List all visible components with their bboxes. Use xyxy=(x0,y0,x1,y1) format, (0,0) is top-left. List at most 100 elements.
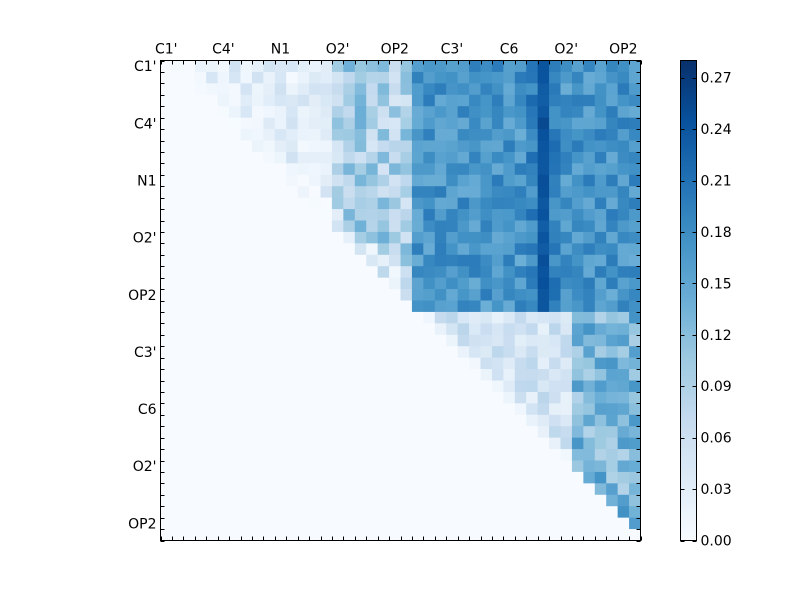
x-tick-label: C3' xyxy=(441,42,464,58)
heatmap-cell xyxy=(583,106,596,119)
heatmap-cell xyxy=(457,140,470,153)
heatmap-cell xyxy=(217,266,230,279)
heatmap-cell xyxy=(583,403,596,416)
heatmap-cell xyxy=(297,71,310,84)
heatmap-cell xyxy=(366,483,379,496)
heatmap-cell xyxy=(629,254,641,267)
heatmap-cell xyxy=(263,117,276,130)
heatmap-cell xyxy=(251,380,264,393)
heatmap-cell xyxy=(514,117,527,130)
heatmap-cell xyxy=(354,380,367,393)
heatmap-cell xyxy=(503,437,516,450)
heatmap-cells xyxy=(160,60,641,541)
heatmap-cell xyxy=(583,471,596,484)
heatmap-cell xyxy=(469,243,481,256)
heatmap-cell xyxy=(537,471,550,484)
heatmap-cell xyxy=(389,449,401,461)
heatmap-cell xyxy=(469,163,481,176)
heatmap-cell xyxy=(571,334,584,347)
heatmap-cell xyxy=(480,151,493,164)
heatmap-cell xyxy=(411,517,424,530)
heatmap-cell xyxy=(571,414,584,427)
heatmap-cell xyxy=(537,163,550,176)
heatmap-cell xyxy=(457,471,470,484)
heatmap-cell xyxy=(354,94,367,107)
heatmap-cell xyxy=(571,483,584,496)
heatmap-cell xyxy=(480,323,493,336)
heatmap-cell xyxy=(617,163,630,176)
heatmap-cell xyxy=(629,380,641,393)
heatmap-cell xyxy=(434,83,447,96)
heatmap-cell xyxy=(423,151,436,164)
heatmap-cell xyxy=(411,254,424,267)
heatmap-cell xyxy=(446,346,459,359)
heatmap-cell xyxy=(423,426,436,439)
heatmap-cell xyxy=(194,517,207,530)
heatmap-cell xyxy=(206,437,219,450)
heatmap-cell xyxy=(549,151,561,164)
heatmap-cell xyxy=(171,414,184,427)
heatmap-cell xyxy=(503,94,516,107)
heatmap-cell xyxy=(171,517,184,530)
heatmap-cell xyxy=(629,163,641,176)
heatmap-cell xyxy=(480,94,493,107)
heatmap-cell xyxy=(549,174,561,187)
heatmap-cell xyxy=(400,334,413,347)
heatmap-cell xyxy=(411,449,424,461)
heatmap-cell xyxy=(480,494,493,507)
heatmap-cell xyxy=(183,437,196,450)
heatmap-cell xyxy=(343,289,356,301)
heatmap-cell xyxy=(457,449,470,461)
heatmap-cell xyxy=(309,311,321,324)
heatmap-cell xyxy=(526,71,539,84)
heatmap-cell xyxy=(366,266,379,279)
heatmap-cell xyxy=(446,357,459,370)
heatmap-cell xyxy=(469,403,481,416)
heatmap-cell xyxy=(480,289,493,301)
heatmap-cell xyxy=(537,129,550,141)
heatmap-cell xyxy=(206,403,219,416)
heatmap-cell xyxy=(491,243,504,256)
heatmap-cell xyxy=(411,117,424,130)
heatmap-cell xyxy=(286,403,299,416)
heatmap-cell xyxy=(320,71,333,84)
heatmap-cell xyxy=(480,369,493,381)
heatmap-cell xyxy=(537,460,550,473)
heatmap-cell xyxy=(194,380,207,393)
heatmap-cell xyxy=(309,449,321,461)
heatmap-cell xyxy=(309,117,321,130)
heatmap-cell xyxy=(423,140,436,153)
heatmap-cell xyxy=(297,414,310,427)
heatmap-cell xyxy=(617,71,630,84)
heatmap-cell xyxy=(560,403,573,416)
heatmap-cell xyxy=(229,186,241,199)
heatmap-cell xyxy=(240,60,253,73)
heatmap-cell xyxy=(537,506,550,519)
heatmap-cell xyxy=(480,266,493,279)
heatmap-cell xyxy=(549,60,561,73)
heatmap-cell xyxy=(377,209,390,221)
heatmap-cell xyxy=(320,106,333,119)
heatmap-cell xyxy=(503,300,516,313)
heatmap-cell xyxy=(354,197,367,210)
heatmap-cell xyxy=(240,186,253,199)
heatmap-cell xyxy=(377,254,390,267)
heatmap-cell xyxy=(229,129,241,141)
heatmap-cell xyxy=(343,529,356,541)
heatmap-cell xyxy=(629,369,641,381)
y-tick-label: N1 xyxy=(137,174,156,190)
heatmap-cell xyxy=(240,209,253,221)
heatmap-cell xyxy=(309,391,321,404)
heatmap-cell xyxy=(514,403,527,416)
heatmap-cell xyxy=(183,266,196,279)
heatmap-cell xyxy=(606,231,619,244)
heatmap-cell xyxy=(240,151,253,164)
heatmap-cell xyxy=(160,426,173,439)
heatmap-cell xyxy=(537,311,550,324)
heatmap-cell xyxy=(377,174,390,187)
heatmap-cell xyxy=(251,174,264,187)
heatmap-cell xyxy=(606,83,619,96)
heatmap-cell xyxy=(229,506,241,519)
heatmap-cell xyxy=(606,197,619,210)
heatmap-cell xyxy=(194,426,207,439)
